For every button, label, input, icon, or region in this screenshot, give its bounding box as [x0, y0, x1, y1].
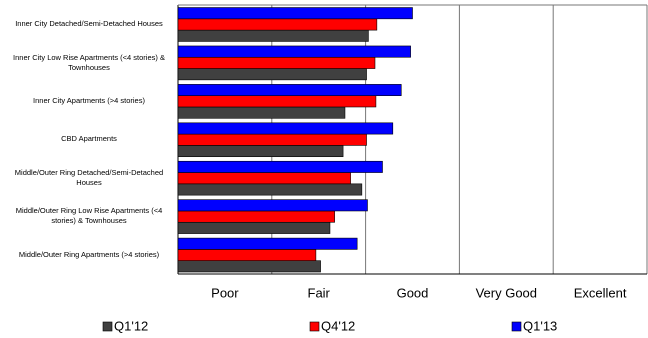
- legend-label: Q4'12: [321, 318, 355, 333]
- bar: [177, 260, 321, 273]
- bar: [177, 183, 363, 196]
- bar: [177, 68, 367, 81]
- category-label: Inner City Low Rise Apartments (<4 stori…: [13, 52, 165, 72]
- bar: [177, 29, 369, 42]
- bar: [177, 95, 377, 108]
- category-label: Inner City Apartments (>4 stories): [33, 96, 145, 106]
- legend-swatch: [102, 321, 113, 332]
- bar: [177, 237, 358, 250]
- category-label: Middle/Outer Ring Detached/Semi-Detached…: [14, 167, 164, 187]
- x-tick-label: Very Good: [476, 285, 537, 300]
- bar: [177, 18, 378, 31]
- x-tick-label: Fair: [308, 285, 331, 300]
- bar: [177, 199, 368, 212]
- bar: [177, 145, 344, 158]
- x-tick-label: Good: [397, 285, 429, 300]
- x-tick-label: Poor: [211, 285, 239, 300]
- bar: [177, 172, 351, 185]
- bar: [177, 210, 335, 223]
- legend-swatch: [309, 321, 320, 332]
- category-label: Middle/Outer Ring Low Rise Apartments (<…: [15, 206, 163, 226]
- category-label: CBD Apartments: [61, 134, 117, 144]
- bar: [177, 160, 383, 173]
- legend-swatch: [511, 321, 522, 332]
- bar: [177, 84, 402, 96]
- x-tick-label: Excellent: [574, 285, 627, 300]
- legend-label: Q1'13: [523, 318, 557, 333]
- category-label: Inner City Detached/Semi-Detached Houses: [15, 19, 163, 29]
- bar: [177, 106, 346, 119]
- category-label: Middle/Outer Ring Apartments (>4 stories…: [18, 249, 160, 259]
- bar: [177, 122, 394, 135]
- bar: [177, 249, 317, 261]
- legend-label: Q1'12: [114, 318, 148, 333]
- bar: [177, 133, 367, 146]
- bar: [177, 45, 411, 58]
- bar: [177, 7, 413, 20]
- bar: [177, 56, 376, 69]
- bar: [177, 221, 331, 234]
